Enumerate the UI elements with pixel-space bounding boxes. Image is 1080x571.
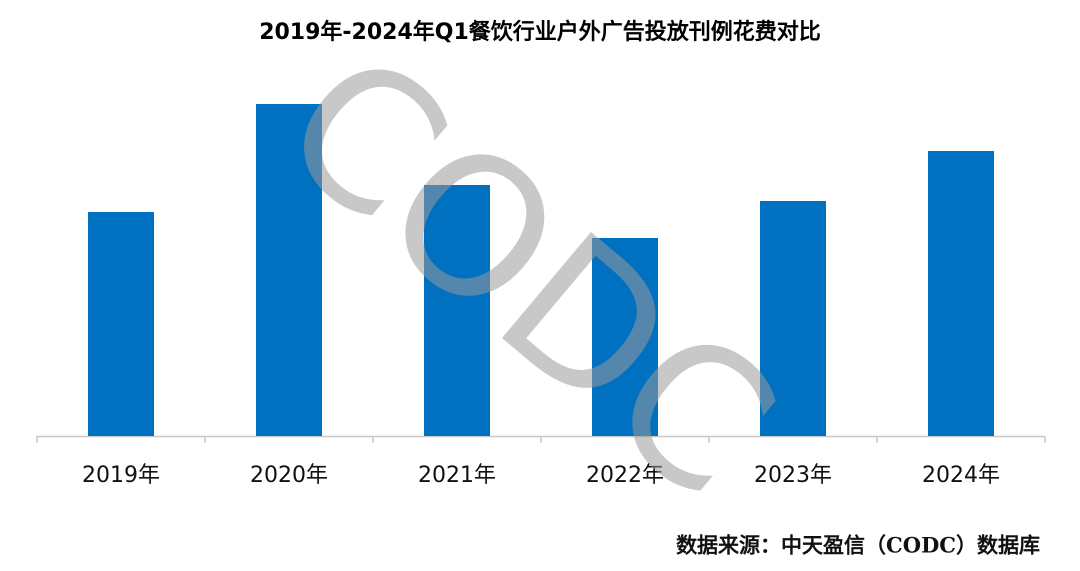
bar xyxy=(592,238,658,436)
x-tick-label: 2021年 xyxy=(418,463,496,488)
bar xyxy=(928,151,994,436)
x-tick-label: 2020年 xyxy=(250,463,328,488)
x-tick-label: 2019年 xyxy=(82,463,160,488)
x-tick-label: 2023年 xyxy=(754,463,832,488)
source-note: 数据来源：中天盈信（CODC）数据库 xyxy=(676,533,1040,558)
chart-title: 2019年-2024年Q1餐饮行业户外广告投放刊例花费对比 xyxy=(259,19,821,45)
x-tick-label: 2024年 xyxy=(922,463,1000,488)
bar xyxy=(88,212,154,436)
bar xyxy=(424,185,490,436)
bar xyxy=(256,104,322,436)
watermark: CODC xyxy=(243,10,815,540)
x-tick-label: 2022年 xyxy=(586,463,664,488)
bar xyxy=(760,201,826,436)
